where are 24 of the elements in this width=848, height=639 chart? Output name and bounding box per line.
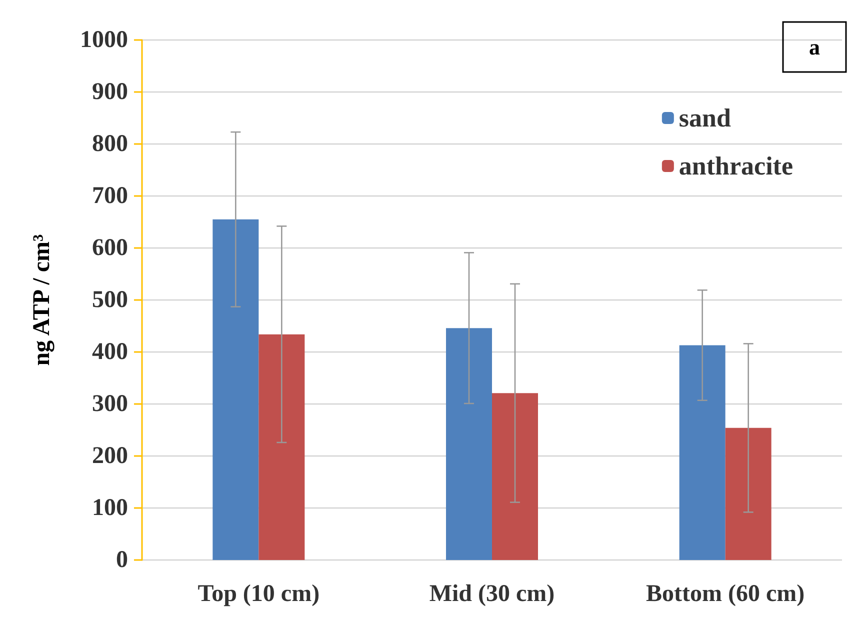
y-tick-label: 1000 — [80, 27, 128, 53]
y-tick-label: 200 — [92, 443, 128, 469]
bar — [725, 428, 772, 560]
y-tick-label: 0 — [116, 547, 128, 573]
y-tick-label: 400 — [92, 339, 128, 365]
y-axis-title: ng ATP / cm³ — [29, 234, 55, 366]
bar — [492, 393, 538, 560]
legend-label: anthracite — [678, 152, 794, 180]
x-tick-label: Mid (30 cm) — [429, 581, 555, 607]
x-tick-label: Bottom (60 cm) — [646, 581, 805, 607]
bar — [258, 334, 305, 560]
y-tick-label: 500 — [92, 287, 128, 313]
y-tick-label: 700 — [92, 183, 128, 209]
y-tick-label: 300 — [92, 391, 128, 417]
x-tick-label: Top (10 cm) — [198, 581, 320, 607]
legend-label: sand — [678, 104, 732, 132]
annotation: a — [809, 34, 820, 60]
y-tick-label: 900 — [92, 79, 128, 105]
y-tick-label: 100 — [92, 495, 128, 521]
y-tick-label: 600 — [92, 235, 128, 261]
bar — [212, 219, 259, 560]
y-tick-label: 800 — [92, 131, 128, 157]
bar — [446, 328, 492, 560]
bar — [679, 345, 726, 560]
